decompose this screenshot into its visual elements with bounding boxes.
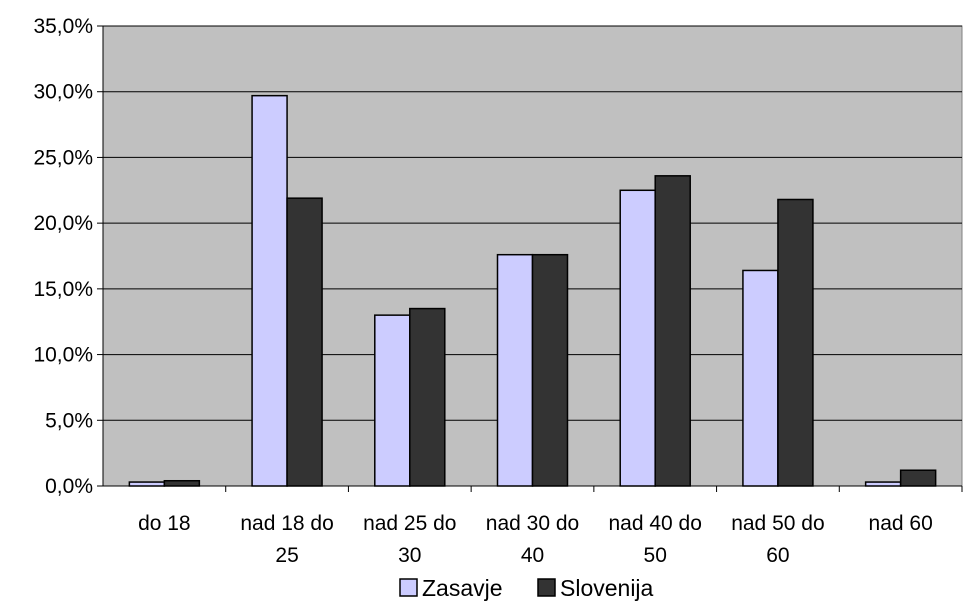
- x-tick-label: 30: [398, 544, 421, 567]
- x-tick-label: nad 25 do: [363, 512, 456, 535]
- x-category-labels: do 18 nad 18 do 25 nad 25 do 30 nad 30 do 40 na…: [138, 512, 933, 567]
- gridlines: [103, 25, 962, 421]
- bar-zasavje: [128, 481, 166, 487]
- legend-swatch-zasavje: [399, 578, 418, 597]
- x-tick-label: 60: [766, 544, 789, 567]
- y-tick-label: 30,0%: [33, 81, 93, 104]
- y-tick-label: 5,0%: [45, 409, 93, 432]
- bar-slovenija: [531, 253, 569, 487]
- bar-zasavje: [742, 269, 779, 487]
- y-tick-label: 10,0%: [33, 344, 93, 367]
- axes: [97, 25, 963, 492]
- bars: [128, 94, 937, 487]
- bar-slovenija: [163, 479, 201, 487]
- bar-zasavje: [496, 253, 534, 487]
- y-tick-label: 20,0%: [33, 212, 93, 235]
- x-tick-label: nad 60: [869, 512, 933, 535]
- bar-slovenija: [286, 197, 323, 487]
- bar-zasavje: [619, 189, 656, 487]
- x-tick-label: nad 40 do: [608, 512, 701, 535]
- y-tick-label: 0,0%: [45, 475, 93, 498]
- legend: Zasavje Slovenija: [399, 575, 654, 601]
- bar-zasavje: [251, 94, 288, 487]
- x-tick-label: nad 50 do: [731, 512, 824, 535]
- bar-zasavje: [864, 481, 902, 487]
- legend-label: Zasavje: [422, 575, 503, 601]
- x-tick-label: 25: [275, 544, 298, 567]
- bar-slovenija: [409, 307, 446, 487]
- bar-slovenija: [899, 469, 937, 487]
- legend-label: Slovenija: [560, 575, 654, 601]
- x-tick-label: 50: [644, 544, 667, 567]
- y-tick-label: 35,0%: [33, 15, 93, 38]
- x-tick-label: do 18: [138, 512, 191, 535]
- x-tick-label: nad 18 do: [240, 512, 333, 535]
- legend-swatch-slovenija: [537, 578, 556, 597]
- x-tick-label: nad 30 do: [486, 512, 579, 535]
- y-tick-label: 25,0%: [33, 146, 93, 169]
- x-tick-label: 40: [521, 544, 544, 567]
- bar-zasavje: [374, 314, 411, 487]
- bar-slovenija: [777, 198, 814, 487]
- y-tick-label: 15,0%: [33, 278, 93, 301]
- y-tick-labels: 0,0% 5,0% 10,0% 15,0% 20,0% 25,0% 30,0% 35,0%: [33, 15, 93, 498]
- bar-slovenija: [654, 175, 691, 487]
